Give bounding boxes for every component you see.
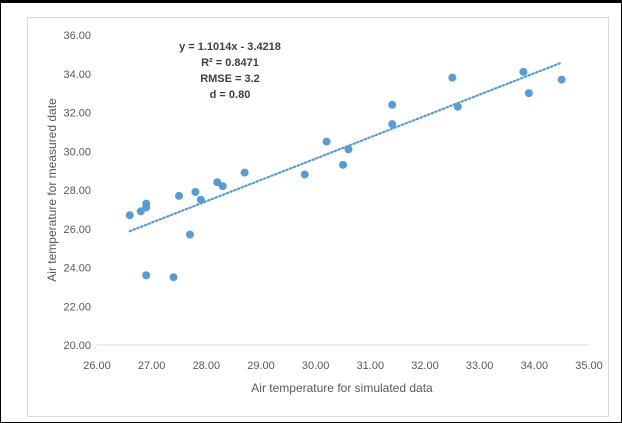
x-tick-label: 32.00 bbox=[411, 360, 439, 372]
data-point bbox=[453, 102, 462, 111]
data-point bbox=[388, 100, 397, 109]
data-point bbox=[240, 168, 249, 177]
x-tick-label: 30.00 bbox=[302, 360, 330, 372]
y-tick-label: 28.00 bbox=[63, 185, 91, 197]
x-tick-label: 27.00 bbox=[138, 360, 166, 372]
data-point bbox=[175, 191, 183, 200]
data-point bbox=[339, 160, 347, 169]
data-point bbox=[448, 73, 457, 82]
data-point bbox=[196, 195, 205, 204]
y-tick-label: 32.00 bbox=[63, 108, 91, 120]
annotation-line: y = 1.1014x - 3.4218 bbox=[179, 41, 281, 53]
data-point bbox=[524, 89, 533, 98]
y-tick-label: 22.00 bbox=[63, 301, 91, 313]
data-point bbox=[218, 182, 227, 191]
x-tick-label: 28.00 bbox=[193, 360, 221, 372]
annotation-line: R² = 0.8471 bbox=[201, 57, 259, 69]
x-tick-labels: 26.00 27.00 28.00 29.00 30.00 31.00 32.00 33.00… bbox=[83, 360, 603, 372]
y-tick-label: 36.00 bbox=[63, 30, 91, 42]
data-point bbox=[142, 271, 151, 280]
annotation-line: d = 0.80 bbox=[210, 89, 251, 101]
chart-area bbox=[27, 17, 609, 417]
x-tick-label: 33.00 bbox=[466, 360, 494, 372]
data-point bbox=[344, 145, 353, 154]
y-tick-label: 30.00 bbox=[63, 146, 91, 158]
y-tick-label: 20.00 bbox=[63, 340, 91, 352]
y-tick-label: 26.00 bbox=[63, 224, 91, 236]
x-tick-label: 31.00 bbox=[357, 360, 385, 372]
top-border-line bbox=[0, 0, 622, 3]
data-point bbox=[125, 211, 134, 220]
y-axis-title: Air temperature for measured date bbox=[45, 98, 59, 282]
x-tick-label: 29.00 bbox=[247, 360, 275, 372]
data-points bbox=[125, 67, 566, 282]
trendline-annotations: y = 1.1014x - 3.4218 R² = 0.8471 RMSE = 3.… bbox=[179, 41, 281, 101]
annotation-line: RMSE = 3.2 bbox=[200, 73, 260, 85]
data-point bbox=[388, 120, 397, 129]
x-tick-label: 26.00 bbox=[83, 360, 111, 372]
data-point bbox=[557, 75, 566, 84]
data-point bbox=[300, 170, 309, 179]
y-tick-label: 24.00 bbox=[63, 263, 91, 275]
y-tick-labels: 20.00 22.00 24.00 26.00 28.00 30.00 32.00 34.00… bbox=[63, 30, 91, 352]
x-tick-label: 34.00 bbox=[521, 360, 549, 372]
x-axis-title: Air temperature for simulated data bbox=[251, 381, 433, 395]
data-point bbox=[185, 230, 194, 239]
data-point bbox=[519, 67, 528, 76]
y-tick-label: 34.00 bbox=[63, 69, 91, 81]
x-tick-label: 35.00 bbox=[575, 360, 603, 372]
data-point bbox=[142, 199, 151, 208]
data-point bbox=[191, 187, 200, 196]
data-point bbox=[169, 273, 178, 282]
data-point bbox=[322, 137, 331, 146]
